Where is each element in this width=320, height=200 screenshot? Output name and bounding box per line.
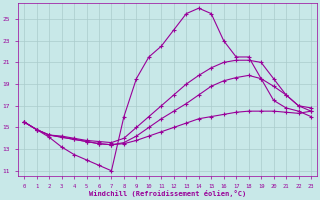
X-axis label: Windchill (Refroidissement éolien,°C): Windchill (Refroidissement éolien,°C) bbox=[89, 190, 246, 197]
